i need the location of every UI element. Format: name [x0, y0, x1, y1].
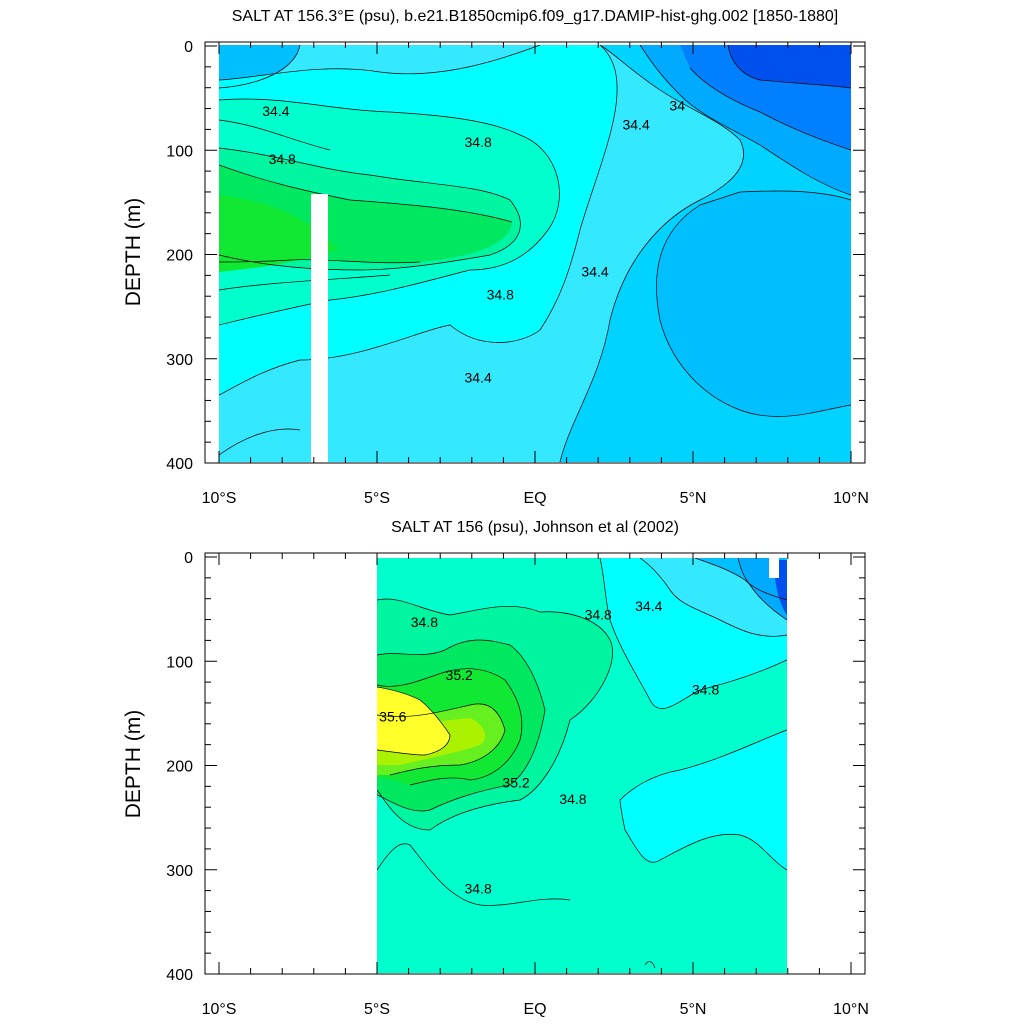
y-tick-label: 400: [166, 456, 193, 473]
contour-label: 34.4: [581, 263, 608, 279]
y-tick-label: 400: [166, 967, 193, 984]
x-tick-label: 10°N: [833, 1001, 869, 1018]
panel-bottom-axes: 0 100 200 300 400 10°S 5°S EQ 5°N 10°N: [166, 550, 869, 1018]
panel-top-axes: 0 100 200 300 400 10°S 5°S EQ 5°N 10°N: [166, 39, 869, 507]
y-tick-label: 300: [166, 863, 193, 880]
panel-bottom: SALT AT 156 (psu), Johnson et al (2002) …: [122, 519, 869, 1018]
panel-top-missing-column: [311, 194, 328, 462]
contour-label: 34.8: [585, 607, 612, 623]
contour-label: 34.8: [487, 286, 514, 302]
contour-label: 34.4: [262, 103, 289, 119]
contour-label: 35.2: [446, 667, 473, 683]
panel-bottom-title: SALT AT 156 (psu), Johnson et al (2002): [391, 519, 679, 536]
x-tick-label: 10°N: [833, 490, 869, 507]
contour-label: 35.6: [379, 709, 406, 725]
panel-top-ylabel: DEPTH (m): [122, 198, 145, 307]
y-tick-label: 200: [166, 248, 193, 265]
y-tick-label: 200: [166, 759, 193, 776]
contour-label: 34: [669, 98, 685, 114]
x-tick-label: 10°S: [202, 490, 237, 507]
panel-top: SALT AT 156.3°E (psu), b.e21.B1850cmip6.…: [122, 8, 869, 507]
y-tick-label: 100: [166, 143, 193, 160]
contour-label: 34.8: [411, 614, 438, 630]
panel-top-title: SALT AT 156.3°E (psu), b.e21.B1850cmip6.…: [232, 8, 838, 25]
y-tick-label: 0: [184, 39, 193, 56]
panel-bottom-contour-labels: 34.8 34.8 34.4 35.2 35.6 34.8 35.2 34.8 34.8: [379, 598, 719, 897]
panel-bottom-contour-fill: [377, 558, 787, 973]
contour-label: 34.4: [622, 116, 649, 132]
contour-label: 35.2: [502, 774, 529, 790]
contour-label: 34.8: [464, 134, 491, 150]
contour-label: 34.8: [559, 791, 586, 807]
x-tick-label: 5°S: [364, 490, 390, 507]
x-tick-label: 10°S: [202, 1001, 237, 1018]
y-tick-label: 0: [184, 550, 193, 567]
x-tick-label: EQ: [523, 1001, 546, 1018]
y-tick-label: 300: [166, 352, 193, 369]
x-tick-label: EQ: [523, 490, 546, 507]
panel-top-contour-labels: 34.4 34.8 34.8 34.4 34 34.4 34.8 34.4: [262, 98, 685, 386]
contour-label: 34.8: [269, 151, 296, 167]
contour-label: 34.4: [635, 598, 662, 614]
panel-bottom-missing-cell: [769, 558, 779, 578]
x-tick-label: 5°N: [680, 490, 707, 507]
contour-label: 34.8: [692, 682, 719, 698]
panel-bottom-ylabel: DEPTH (m): [122, 710, 145, 819]
y-tick-label: 100: [166, 654, 193, 671]
x-tick-label: 5°S: [364, 1001, 390, 1018]
x-tick-label: 5°N: [680, 1001, 707, 1018]
contour-label: 34.8: [464, 881, 491, 897]
contour-label: 34.4: [464, 370, 491, 386]
